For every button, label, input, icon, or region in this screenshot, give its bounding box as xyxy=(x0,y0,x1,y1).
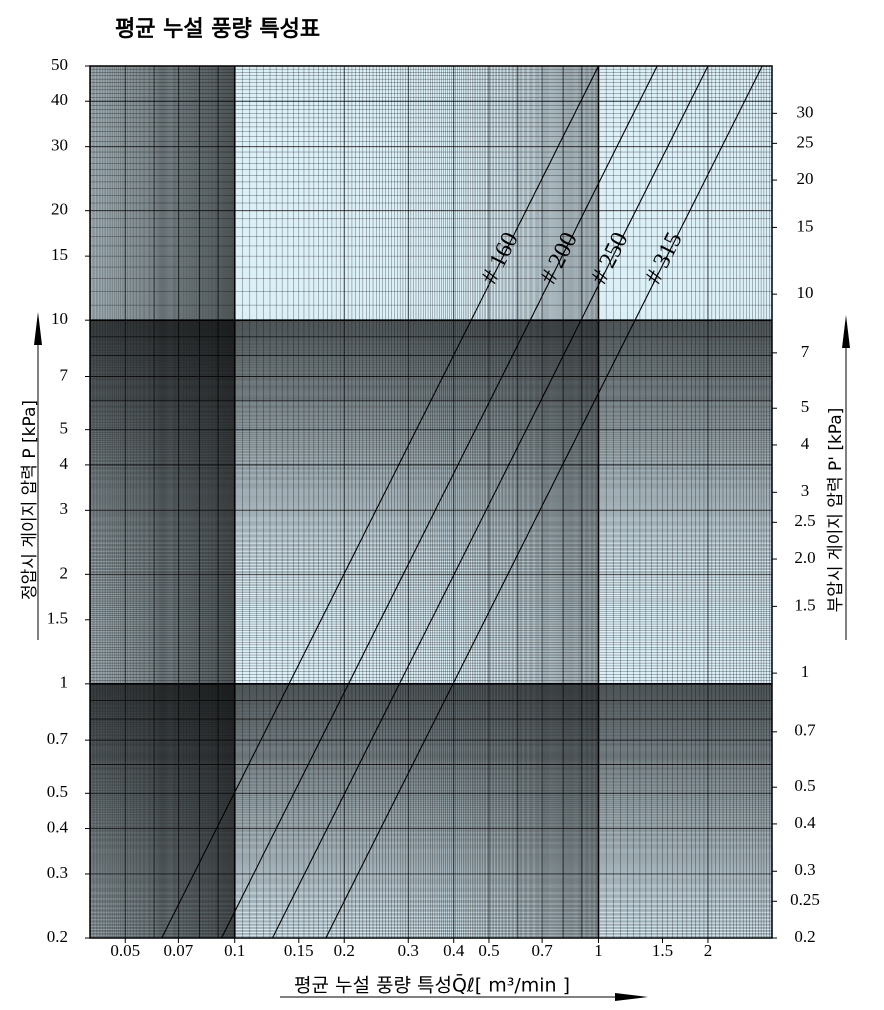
y2-tick-label: 3 xyxy=(801,481,810,500)
y-tick-label: 0.4 xyxy=(47,817,69,836)
x-axis-label: 평균 누설 풍량 특성Q̄ℓ[ m³/min ] xyxy=(294,972,570,996)
y2-tick-label: 2.0 xyxy=(794,548,815,567)
series-line xyxy=(325,65,763,939)
y2-tick-label: 4 xyxy=(801,434,810,453)
x-tick-label: 0.4 xyxy=(443,941,465,960)
y-tick-label: 30 xyxy=(51,136,68,155)
y2-tick-label: 30 xyxy=(797,102,814,121)
series-line xyxy=(272,65,709,939)
y2-tick-label: 7 xyxy=(801,342,810,361)
y2-tick-label: 15 xyxy=(797,216,814,235)
y2-tick-label: 0.3 xyxy=(794,860,815,879)
y-tick-label: 15 xyxy=(51,245,68,264)
y-tick-label: 1 xyxy=(60,673,69,692)
y2-tick-label: 1.5 xyxy=(794,595,815,614)
y-tick-label: 0.5 xyxy=(47,782,68,801)
y-axis-label: 정압시 게이지 압력 P [kPa] xyxy=(20,400,40,600)
x-tick-label: 0.05 xyxy=(110,941,140,960)
y-tick-label: 3 xyxy=(60,499,69,518)
y2-tick-label: 25 xyxy=(797,132,814,151)
y-tick-label: 5 xyxy=(60,419,69,438)
y-tick-label: 2 xyxy=(60,563,69,582)
y2-tick-label: 5 xyxy=(801,397,810,416)
x-tick-label: 0.2 xyxy=(334,941,355,960)
x-tick-label: 0.1 xyxy=(224,941,245,960)
y-tick-label: 1.5 xyxy=(47,609,68,628)
x-tick-label: 1 xyxy=(594,941,603,960)
x-tick-label: 0.7 xyxy=(531,941,553,960)
y-tick-label: 10 xyxy=(51,309,68,328)
axis-arrow xyxy=(842,315,850,348)
series-line xyxy=(221,65,658,939)
y-tick-label: 0.7 xyxy=(47,729,69,748)
x-tick-label: 0.5 xyxy=(478,941,499,960)
y-tick-label: 20 xyxy=(51,200,68,219)
y-tick-label: 0.2 xyxy=(47,927,68,946)
grid xyxy=(89,65,773,939)
axis-arrow xyxy=(34,312,42,345)
y2-tick-label: 0.4 xyxy=(794,813,816,832)
y-tick-label: 4 xyxy=(60,454,69,473)
axis-arrow xyxy=(615,993,648,1001)
y-tick-label: 0.3 xyxy=(47,863,68,882)
y2-tick-label: 0.25 xyxy=(790,890,820,909)
y2-tick-label: 2.5 xyxy=(794,511,815,530)
y-tick-label: 40 xyxy=(51,90,68,109)
chart-title: 평균 누설 풍량 특성표 xyxy=(115,17,320,42)
y2-tick-label: 0.5 xyxy=(794,776,815,795)
y2-tick-label: 0.7 xyxy=(794,721,816,740)
y2-tick-label: 1 xyxy=(801,662,810,681)
y2-tick-label: 20 xyxy=(797,169,814,188)
x-tick-label: 0.07 xyxy=(164,941,194,960)
y2-tick-label: 10 xyxy=(797,283,814,302)
x-tick-label: 0.15 xyxy=(284,941,314,960)
x-tick-label: 0.3 xyxy=(398,941,419,960)
y2-tick-label: 0.2 xyxy=(794,927,815,946)
x-tick-label: 1.5 xyxy=(652,941,673,960)
y-tick-label: 50 xyxy=(51,55,68,74)
y2-axis-label: 부압시 게이지 압력 P' [kPa] xyxy=(826,408,846,613)
series-line xyxy=(161,65,599,939)
x-tick-label: 2 xyxy=(704,941,713,960)
y-tick-label: 7 xyxy=(60,365,69,384)
